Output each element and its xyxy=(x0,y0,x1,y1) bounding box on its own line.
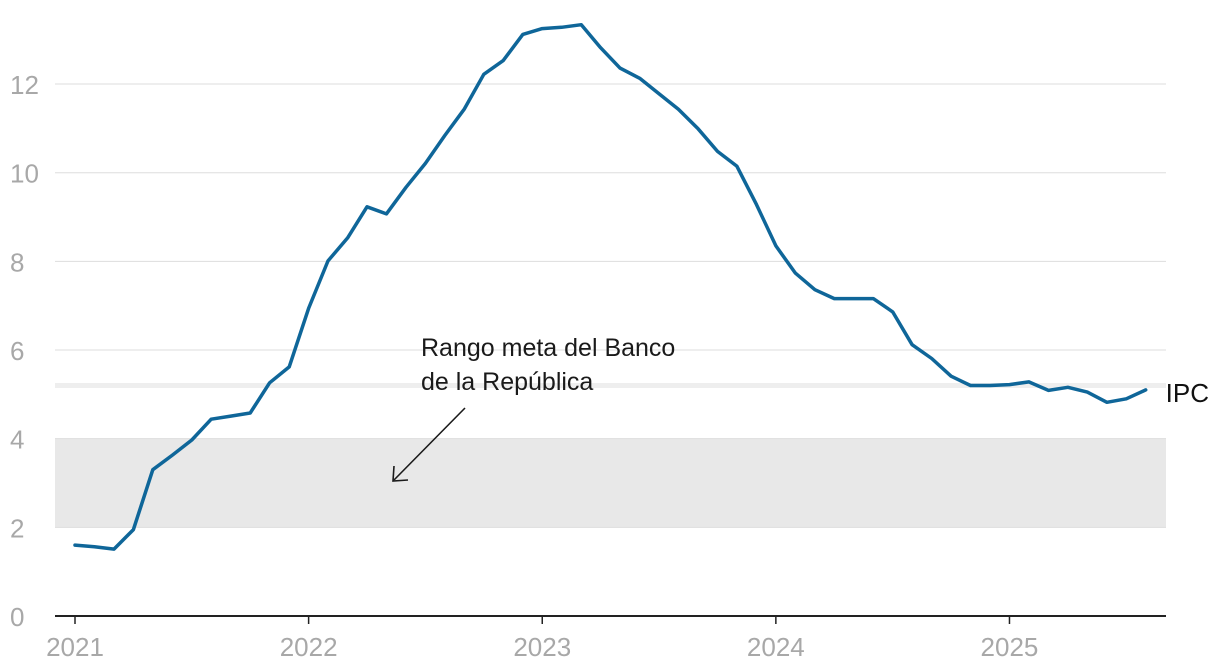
y-tick-label: 10 xyxy=(10,159,39,189)
series-layer: IPC xyxy=(73,22,1209,551)
annotation-line-2: de la República xyxy=(421,368,593,396)
y-tick-label: 8 xyxy=(10,247,24,277)
y-axis-ticks: 0 2 4 6 8 10 12 xyxy=(10,70,39,632)
x-tick-label: 2024 xyxy=(747,632,805,662)
y-tick-label: 12 xyxy=(10,70,39,100)
target-band xyxy=(55,438,1166,528)
annotation-arrow-head xyxy=(392,465,409,482)
y-tick-label: 0 xyxy=(10,602,24,632)
y-tick-label: 2 xyxy=(10,513,24,543)
series-label-ipc: IPC xyxy=(1166,378,1209,408)
x-tick-label: 2022 xyxy=(280,632,338,662)
series-line-ipc xyxy=(73,22,1148,551)
y-tick-label: 6 xyxy=(10,336,24,366)
target-range-annotation: Rango meta del Banco de la República xyxy=(392,334,675,482)
x-tick-label: 2021 xyxy=(46,632,104,662)
x-tick-label: 2025 xyxy=(981,632,1039,662)
y-tick-label: 4 xyxy=(10,425,24,455)
x-tick-label: 2023 xyxy=(513,632,571,662)
annotation-arrow-shaft xyxy=(393,407,466,481)
annotation-line-1: Rango meta del Banco xyxy=(421,334,675,362)
x-axis-ticks: 2021 2022 2023 2024 2025 xyxy=(46,616,1038,662)
